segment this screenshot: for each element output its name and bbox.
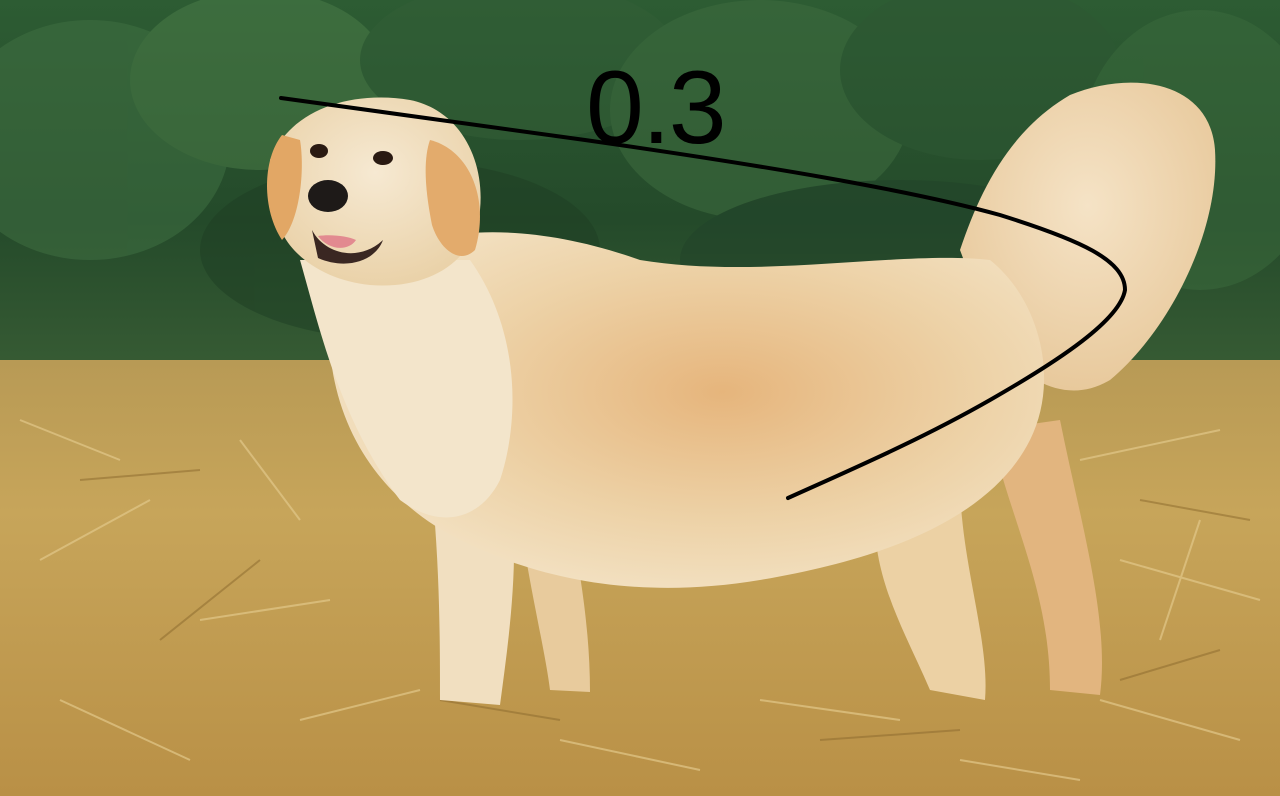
dog-chest [300, 260, 513, 518]
dog-eye-right [373, 151, 393, 165]
dog-body [328, 232, 1045, 588]
dog-eye-left [310, 144, 328, 158]
dog-ear-left [267, 135, 302, 240]
dog-nose [308, 180, 348, 212]
dog-tongue [318, 235, 356, 248]
annotation-label: 0.3 [586, 50, 727, 166]
golden-retriever [267, 82, 1216, 705]
straw-texture-dark [79, 469, 1251, 741]
straw-texture [19, 419, 1261, 781]
annotation-stroke [279, 96, 1127, 500]
dog-back-leg-far [990, 420, 1102, 695]
dog-mouth [312, 230, 383, 264]
dog-ear-right [425, 140, 480, 256]
